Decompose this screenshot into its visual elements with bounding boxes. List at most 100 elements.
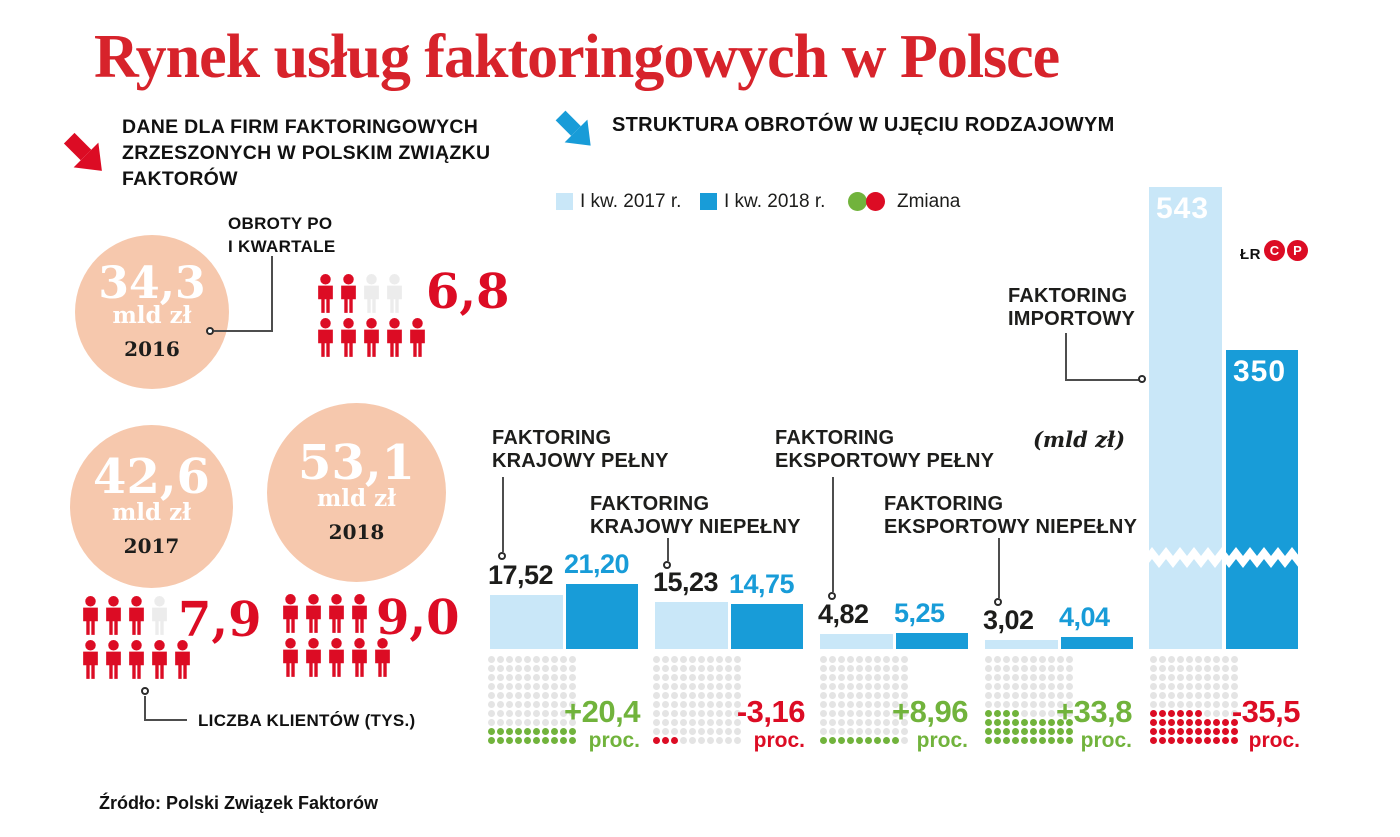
- bar-value-2018: 4,04: [1059, 602, 1110, 632]
- bar-importowy-2018: 350: [1226, 350, 1298, 649]
- clients-icons-2017-top: [80, 596, 170, 636]
- turnover-unit: mld zł: [112, 302, 192, 330]
- connector-dot: [1138, 375, 1146, 383]
- person-icon: [280, 594, 301, 634]
- p-badge-icon: P: [1287, 240, 1308, 261]
- bar-value-2018: 5,25: [894, 598, 945, 628]
- left-heading-line: DANE DLA FIRM FAKTORINGOWYCH: [122, 116, 479, 138]
- bar-value-2017: 17,52: [488, 560, 554, 590]
- person-icon: [407, 318, 428, 358]
- turnover-unit: mld zł: [316, 484, 397, 512]
- person-icon: [338, 274, 359, 314]
- bar-value-2017: 3,02: [983, 605, 1034, 635]
- connector-line: [502, 477, 504, 552]
- change-dot-grid: [488, 656, 578, 746]
- legend-swatch-2017: [556, 193, 573, 210]
- blue-arrow-icon: [555, 110, 591, 146]
- turnover-value: 53,1: [298, 435, 415, 492]
- person-icon: [149, 640, 170, 680]
- turnover-year: 2017: [123, 533, 180, 558]
- bar-value-2018: 14,75: [729, 569, 795, 599]
- connector-line: [144, 696, 146, 721]
- person-icon: [349, 638, 370, 678]
- chart-unit-label: (mld zł): [1033, 427, 1126, 452]
- connector-dot: [498, 552, 506, 560]
- turnover-year: 2018: [328, 519, 385, 544]
- left-heading-line: ZRZESZONYCH W POLSKIM ZWIĄZKU: [122, 141, 491, 164]
- axis-break-icon: [1145, 547, 1299, 568]
- turnover-year: 2016: [124, 337, 180, 362]
- person-icon: [326, 594, 347, 634]
- bar-value-2017: 543: [1156, 192, 1210, 225]
- category-label-eksportowy-niepelny: FAKTORING EKSPORTOWY NIEPEŁNY: [884, 493, 1138, 539]
- change-dot-grid: [985, 656, 1075, 746]
- person-icon: [280, 638, 301, 678]
- person-icon: [338, 318, 359, 358]
- clients-icons-2018-bottom: [280, 638, 393, 678]
- connector-line: [144, 719, 187, 721]
- bar-2018: [1061, 637, 1133, 649]
- turnover-callout-label: OBROTY PO I KWARTALE: [228, 214, 336, 256]
- person-icon: [384, 318, 405, 358]
- person-icon: [361, 274, 382, 314]
- credit-initials: ŁR: [1240, 246, 1261, 263]
- change-label: +8,96 proc.: [892, 694, 968, 752]
- legend-label-2017: I kw. 2017 r.: [580, 191, 682, 212]
- person-icon: [315, 318, 336, 358]
- bar-2018: [731, 604, 803, 649]
- red-arrow-icon: [63, 132, 102, 171]
- clients-icons-2016-top: [315, 274, 405, 314]
- source-label: Źródło: Polski Związek Faktorów: [99, 793, 379, 813]
- connector-line: [832, 477, 834, 592]
- turnover-circle-2017: 42,6 mld zł 2017: [70, 425, 233, 588]
- connector-line: [1065, 379, 1141, 381]
- left-heading-line: FAKTORÓW: [122, 167, 238, 190]
- change-dot-grid: [653, 656, 743, 746]
- category-label-krajowy-niepelny: FAKTORING KRAJOWY NIEPEŁNY: [590, 493, 801, 539]
- page-title: Rynek usług faktoringowych w Polsce: [94, 23, 1060, 91]
- person-icon: [80, 596, 101, 636]
- bar-2017: [985, 640, 1058, 649]
- change-label: -35,5 proc.: [1231, 694, 1301, 752]
- legend-change-dots-icon: [848, 192, 885, 211]
- bar-value-2017: 15,23: [653, 567, 719, 597]
- bar-2018: [896, 633, 968, 649]
- person-icon: [80, 640, 101, 680]
- legend-swatch-2018: [700, 193, 717, 210]
- left-section-heading: DANE DLA FIRM FAKTORINGOWYCH ZRZESZONYCH…: [122, 115, 490, 193]
- connector-line: [1065, 333, 1067, 381]
- turnover-value: 42,6: [93, 449, 210, 506]
- turnover-value: 34,3: [98, 257, 206, 309]
- connector-line: [214, 330, 273, 332]
- c-badge-icon: C: [1264, 240, 1285, 261]
- bar-2018: [566, 584, 638, 649]
- connector-dot: [828, 592, 836, 600]
- change-dot-grid: [1150, 656, 1240, 746]
- bar-value-2017: 4,82: [818, 599, 869, 629]
- person-icon: [361, 318, 382, 358]
- bar-value-2018: 350: [1233, 355, 1287, 388]
- connector-line: [998, 538, 1000, 598]
- clients-value-2018: 9,0: [376, 590, 460, 646]
- connector-dot: [206, 327, 214, 335]
- person-icon: [326, 638, 347, 678]
- person-icon: [103, 640, 124, 680]
- person-icon: [126, 640, 147, 680]
- change-label: -3,16 proc.: [736, 694, 806, 752]
- person-icon: [103, 596, 124, 636]
- turnover-circle-2018: 53,1 mld zł 2018: [267, 403, 446, 582]
- legend-label-2018: I kw. 2018 r.: [724, 191, 826, 212]
- person-icon: [372, 638, 393, 678]
- connector-dot: [141, 687, 149, 695]
- person-icon: [349, 594, 370, 634]
- bar-importowy-2017: 543: [1149, 187, 1222, 649]
- clients-callout-label: LICZBA KLIENTÓW (TYS.): [198, 711, 416, 730]
- legend-label-change: Zmiana: [897, 191, 961, 212]
- person-icon: [303, 638, 324, 678]
- turnover-circle-2016: 34,3 mld zł 2016: [75, 235, 229, 389]
- person-icon: [315, 274, 336, 314]
- category-label-eksportowy-pelny: FAKTORING EKSPORTOWY PEŁNY: [775, 427, 995, 473]
- person-icon: [149, 596, 170, 636]
- clients-value-2016: 6,8: [426, 264, 510, 320]
